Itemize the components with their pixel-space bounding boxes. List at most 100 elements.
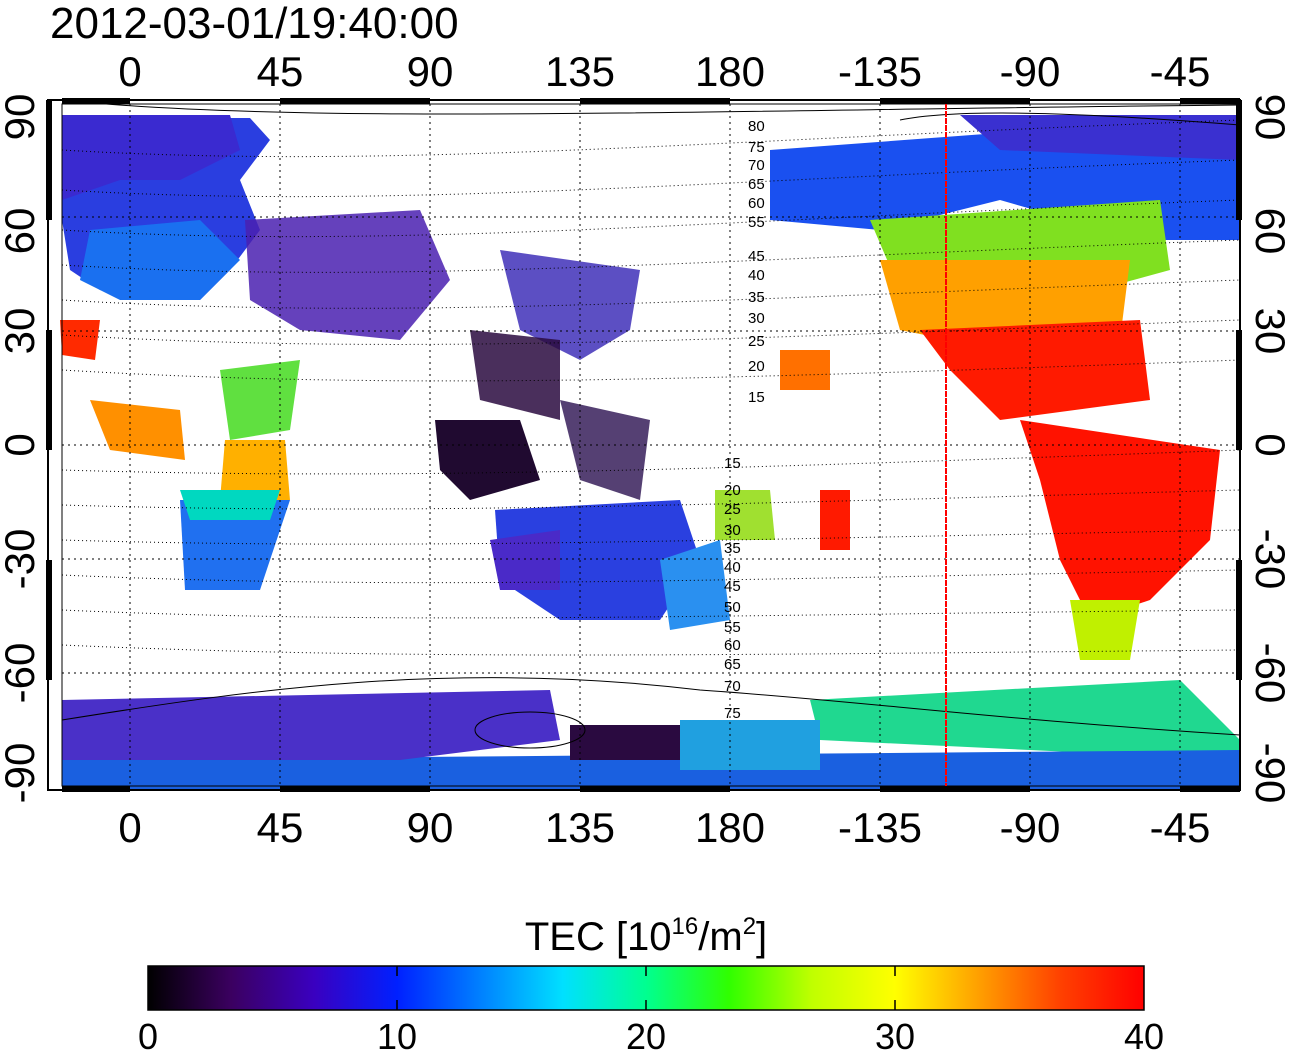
tec-region-central-asia: [245, 210, 450, 340]
top-lon-ticks: 0 45 90 135 180 -135 -90 -45: [118, 48, 1210, 95]
bottom-lon-tick: 45: [257, 804, 304, 851]
colorbar-title: TEC [1016/m2]: [524, 913, 768, 959]
contour-labels-north: 80 75 70 65 60 55 45 40 35 30 25 20 15: [748, 118, 765, 406]
right-lat-tick: -90: [1247, 743, 1292, 804]
svg-text:45: 45: [724, 578, 741, 595]
contour-labels-south: 15 20 25 30 35 40 45 50 55 60 65 70 75: [724, 455, 741, 722]
svg-text:30: 30: [748, 310, 765, 327]
svg-text:80: 80: [748, 118, 765, 135]
tec-region-scandinavia: [80, 220, 240, 300]
tec-region-pacific-dark: [560, 400, 650, 500]
tec-data-layer: [60, 115, 1240, 790]
tec-region-southern-ocean: [810, 680, 1240, 760]
svg-text:70: 70: [724, 678, 741, 695]
tec-region-west-africa: [90, 400, 185, 460]
svg-text:35: 35: [724, 540, 741, 557]
tec-region-europe-north: [62, 115, 240, 200]
svg-text:55: 55: [748, 214, 765, 231]
svg-text:70: 70: [748, 157, 765, 174]
tec-region-central-africa: [220, 440, 290, 500]
svg-text:45: 45: [748, 248, 765, 265]
left-lat-ticks: 90 60 30 0 -30 -60 -90: [0, 94, 43, 804]
tec-region-greenland: [960, 115, 1240, 160]
right-lat-tick: -30: [1247, 529, 1292, 590]
svg-text:20: 20: [748, 358, 765, 375]
svg-text:30: 30: [724, 522, 741, 539]
tec-region-antarctica-mid: [680, 720, 820, 770]
tec-region-australia-west: [490, 530, 560, 590]
colorbar-tick-label: 10: [376, 1016, 418, 1057]
svg-text:40: 40: [724, 559, 741, 576]
top-lon-tick: 180: [695, 48, 765, 95]
colorbar-tick-label: 40: [1123, 1016, 1165, 1057]
right-lat-tick: -60: [1247, 643, 1292, 704]
svg-text:55: 55: [724, 619, 741, 636]
svg-text:15: 15: [724, 455, 741, 472]
tec-region-south-africa: [180, 500, 290, 590]
svg-text:20: 20: [724, 482, 741, 499]
timestamp-title: 2012-03-01/19:40:00: [50, 0, 459, 48]
tec-region-tasman: [660, 540, 730, 630]
svg-text:25: 25: [748, 333, 765, 350]
tec-region-south-america: [1020, 420, 1220, 620]
top-lon-tick: -135: [838, 48, 922, 95]
colorbar-tick-label: 20: [625, 1016, 667, 1057]
left-lat-tick: 30: [0, 308, 43, 355]
bottom-lon-tick: 90: [407, 804, 454, 851]
left-lat-tick: 90: [0, 94, 43, 141]
svg-text:60: 60: [724, 637, 741, 654]
top-lon-tick: 135: [545, 48, 615, 95]
tec-region-north-africa: [60, 320, 100, 360]
right-lat-tick: 60: [1247, 208, 1292, 255]
colorbar-ticks: [396, 966, 896, 1010]
left-lat-tick: 0: [0, 433, 43, 456]
svg-text:40: 40: [748, 267, 765, 284]
svg-text:75: 75: [724, 705, 741, 722]
tec-region-asia-dark: [470, 330, 560, 420]
magnetic-contours: [61, 119, 1241, 656]
bottom-lon-tick: -45: [1150, 804, 1211, 851]
tec-region-indonesia: [435, 420, 540, 500]
tec-region-sa-south: [1070, 600, 1140, 660]
svg-text:60: 60: [748, 195, 765, 212]
top-lon-tick: 0: [118, 48, 141, 95]
bottom-lon-tick: -90: [1000, 804, 1061, 851]
tec-region-antarctica-west: [62, 690, 560, 760]
bottom-lon-ticks: 0 45 90 135 180 -135 -90 -45: [118, 804, 1210, 851]
left-lat-tick: -60: [0, 643, 43, 704]
bottom-lon-tick: 180: [695, 804, 765, 851]
left-lat-tick: 60: [0, 208, 43, 255]
colorbar-tick-label: 30: [874, 1016, 916, 1057]
right-lat-tick: 0: [1247, 433, 1292, 456]
top-lon-tick: -90: [1000, 48, 1061, 95]
bottom-lon-tick: 135: [545, 804, 615, 851]
tec-region-africa-cyan: [180, 490, 280, 520]
bottom-lon-tick: 0: [118, 804, 141, 851]
right-lat-ticks: 90 60 30 0 -30 -60 -90: [1247, 94, 1292, 804]
svg-text:65: 65: [724, 656, 741, 673]
left-lat-tick: -30: [0, 529, 43, 590]
svg-text:35: 35: [748, 289, 765, 306]
top-lon-tick: 45: [257, 48, 304, 95]
top-lon-tick: 90: [407, 48, 454, 95]
tec-region-pacific-se: [820, 490, 850, 550]
tec-region-east-africa: [220, 360, 300, 440]
top-lon-tick: -45: [1150, 48, 1211, 95]
bottom-lon-tick: -135: [838, 804, 922, 851]
graticule: [62, 104, 1240, 786]
tec-region-mexico: [920, 320, 1150, 420]
left-lat-tick: -90: [0, 743, 43, 804]
svg-text:50: 50: [724, 599, 741, 616]
svg-text:65: 65: [748, 176, 765, 193]
svg-text:15: 15: [748, 389, 765, 406]
svg-text:25: 25: [724, 501, 741, 518]
tec-region-pacific-ne: [780, 350, 830, 390]
tec-region-antarctica-dark: [570, 725, 680, 760]
magnetic-pole-contours: [61, 99, 1241, 749]
right-lat-tick: 30: [1247, 308, 1292, 355]
tec-region-nz: [715, 490, 775, 540]
svg-text:75: 75: [748, 139, 765, 156]
right-lat-tick: 90: [1247, 94, 1292, 141]
colorbar-tick-label: 0: [137, 1016, 159, 1057]
